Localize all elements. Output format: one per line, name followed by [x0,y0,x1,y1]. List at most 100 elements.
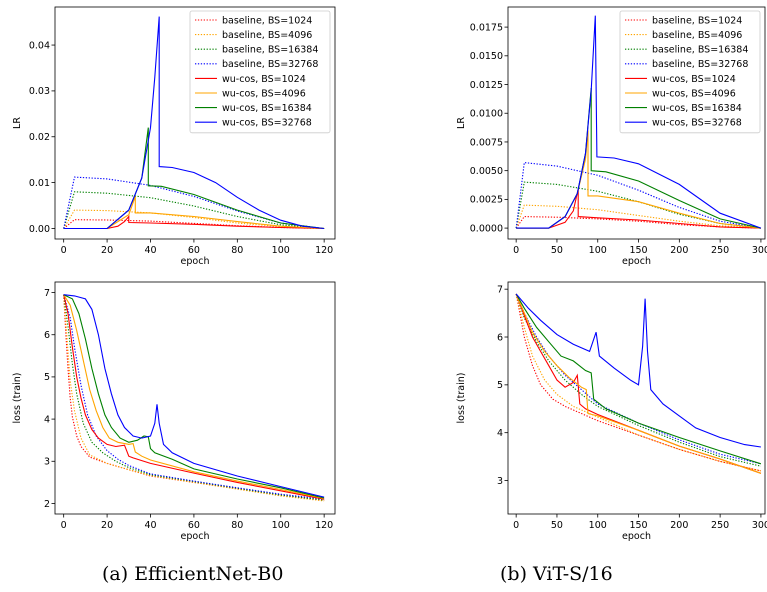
series-line-dotted-blue [63,176,325,230]
y-tick-label: 0.0050 [470,166,503,177]
axes-frame [54,281,336,515]
y-tick-label: 2 [44,499,50,510]
legend-box [189,10,331,134]
series-line-dotted-red [515,293,762,472]
legend-label: baseline, BS=1024 [222,15,312,26]
y-tick-label: 0.03 [29,86,50,97]
chart-b_lr: 0 50 100 150 200 250 300 0.0000 0.0025 0.0050 0.00… [456,6,767,267]
x-tick-label: 20 [101,520,113,531]
series-group [515,293,762,474]
x-tick-label: 60 [188,245,200,256]
y-tick-label: 0.0175 [470,22,503,33]
x-tick-label: 0 [513,245,519,256]
legend-label: baseline, BS=4096 [652,30,742,41]
y-tick-label: 5 [44,372,50,383]
legend-label: baseline, BS=32768 [652,59,748,70]
y-tick-label: 4 [44,414,50,425]
series-line-solid-orange [515,293,762,474]
series-line-solid-blue [63,294,325,498]
y-tick-label: 0.01 [29,178,50,189]
legend-label: baseline, BS=32768 [222,59,318,70]
legend-label: wu-cos, BS=16384 [652,103,742,114]
series-line-dotted-orange [515,204,761,229]
y-tick-label: 0.0000 [470,223,503,234]
x-tick-label: 150 [629,520,647,531]
series-line-dotted-orange [63,294,325,502]
axes-frame [507,281,766,515]
series-line-solid-blue [516,15,762,229]
x-tick-label: 0 [61,245,67,256]
y-tick-label: 7 [44,288,50,299]
chart-b_loss: 0 50 100 150 200 250 300 3 4 5 6 7 epoch loss (train) [456,281,767,542]
legend-label: wu-cos, BS=32768 [652,118,742,129]
legend-label: wu-cos, BS=1024 [222,74,306,85]
legend-label: wu-cos, BS=4096 [222,88,306,99]
x-tick-label: 120 [315,520,333,531]
axes-frame [507,6,766,240]
legend-label: baseline, BS=1024 [652,15,742,26]
x-tick-label: 250 [711,245,729,256]
y-axis-label: loss (train) [456,373,467,424]
y-axis-label: loss (train) [12,373,23,424]
x-tick-label: 80 [231,245,243,256]
series-line-solid-green [515,293,762,465]
series-line-solid-orange [63,196,325,230]
x-tick-label: 100 [272,245,290,256]
x-tick-label: 200 [670,245,688,256]
x-tick-label: 120 [315,245,333,256]
x-tick-label: 300 [752,245,767,256]
caption-b: (b) ViT-S/16 [500,563,613,585]
x-tick-label: 100 [589,245,607,256]
x-tick-label: 0 [513,520,519,531]
series-group [63,294,325,502]
legend-label: baseline, BS=16384 [652,45,748,56]
y-axis-label: LR [456,117,467,129]
x-tick-label: 50 [551,245,563,256]
legend-label: wu-cos, BS=1024 [652,74,736,85]
x-tick-label: 100 [272,520,290,531]
x-tick-label: 60 [188,520,200,531]
y-tick-label: 0.0150 [470,51,503,62]
series-line-solid-blue [63,16,325,230]
x-tick-label: 200 [670,520,688,531]
y-tick-label: 0.0100 [470,109,503,120]
series-line-dotted-blue [515,293,762,465]
x-tick-label: 100 [589,520,607,531]
y-tick-label: 6 [497,332,503,343]
series-line-solid-orange [516,130,761,229]
y-tick-label: 3 [497,476,503,487]
chart-a_loss: 0 20 40 60 80 100 120 2 3 4 5 6 7 epoch loss (train) [12,281,336,542]
series-line-solid-green [63,294,325,499]
series-group [515,15,762,229]
series-line-solid-red [63,214,325,230]
x-tick-label: 0 [61,520,67,531]
x-axis-label: epoch [181,256,210,267]
chart-a_lr: 0 20 40 60 80 100 120 0.00 0.01 0.02 0.03 0.04 epoch… [12,6,336,267]
x-axis-label: epoch [622,531,651,542]
legend-box [619,10,761,134]
series-line-dotted-blue [63,294,325,500]
legend-label: wu-cos, BS=4096 [652,88,736,99]
caption-a: (a) EfficientNet-B0 [102,563,284,585]
y-tick-label: 0.00 [29,224,50,235]
y-tick-label: 7 [497,284,503,295]
x-tick-label: 80 [231,520,243,531]
x-tick-label: 250 [711,520,729,531]
series-line-solid-green [63,127,325,230]
series-line-dotted-orange [63,209,325,230]
series-line-solid-red [516,188,761,229]
series-line-solid-red [63,294,325,500]
legend-label: wu-cos, BS=32768 [222,118,312,129]
legend: baseline, BS=1024 baseline, BS=4096 baseli… [189,10,331,134]
x-axis-label: epoch [622,256,651,267]
y-tick-label: 6 [44,330,50,341]
y-tick-label: 0.02 [29,132,50,143]
axes-frame [54,6,336,240]
y-axis-label: LR [12,117,23,129]
x-tick-label: 300 [752,520,767,531]
y-tick-label: 3 [44,457,50,468]
series-line-dotted-orange [515,293,762,472]
legend: baseline, BS=1024 baseline, BS=4096 baseli… [619,10,761,134]
series-line-dotted-red [63,294,325,502]
